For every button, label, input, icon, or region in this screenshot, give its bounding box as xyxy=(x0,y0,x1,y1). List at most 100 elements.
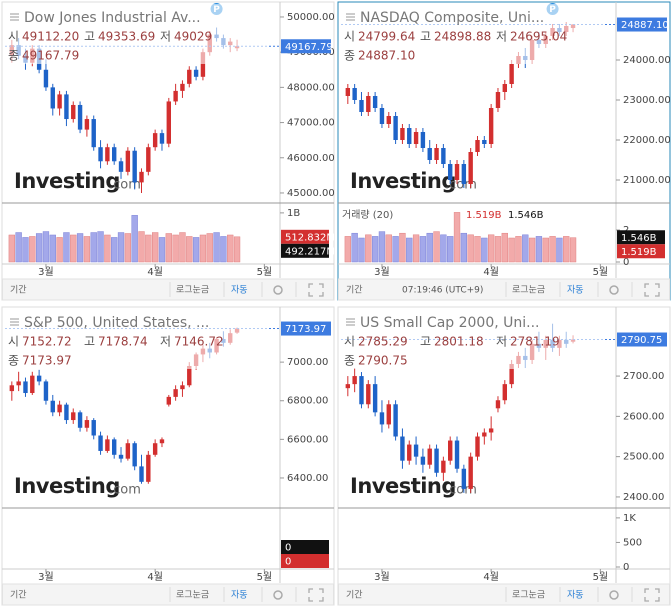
expand-icon[interactable] xyxy=(308,283,324,297)
candle-body xyxy=(427,448,432,465)
y-tick-label: 2600.00 xyxy=(623,411,664,422)
x-tick-label: 5월 xyxy=(593,571,609,583)
candle-body xyxy=(166,396,171,405)
last-price-box xyxy=(281,39,331,54)
candle-body xyxy=(132,150,137,183)
settings-icon[interactable] xyxy=(609,590,619,600)
candle-body xyxy=(441,148,446,164)
candle-body xyxy=(125,150,131,172)
candle-body xyxy=(159,133,165,144)
candle-body xyxy=(180,385,185,390)
footer-period[interactable]: 기간 xyxy=(10,590,27,601)
candle-body xyxy=(468,456,473,489)
candle-body xyxy=(50,400,55,413)
footer-period[interactable]: 기간 xyxy=(10,285,27,296)
volume-bar xyxy=(344,236,351,263)
ohlc-label: 종 xyxy=(8,354,19,368)
volume-bar xyxy=(49,234,56,263)
footer-period[interactable]: 기간 xyxy=(346,285,363,296)
volume-bar xyxy=(83,236,91,263)
candle-body xyxy=(98,147,103,162)
candle-body xyxy=(488,428,494,433)
volume-tick-label: 500 xyxy=(623,537,642,548)
volume-last-box xyxy=(281,540,329,554)
settings-icon[interactable] xyxy=(273,590,283,600)
volume-last-label: 0 xyxy=(285,557,291,568)
x-tick-label: 4월 xyxy=(483,571,499,583)
candle-body xyxy=(420,132,426,148)
candle-body xyxy=(77,104,83,130)
volume-bar xyxy=(63,232,70,263)
volume-tick-label: 1B xyxy=(287,208,300,219)
volume-title: 거래량 (20) xyxy=(342,209,393,221)
footer-log[interactable]: 로그눈금 xyxy=(176,285,209,296)
candle-body xyxy=(475,140,480,152)
ohlc-label: 저 xyxy=(496,335,507,349)
y-tick-label: 2400.00 xyxy=(623,492,664,503)
footer-log[interactable]: 로그눈금 xyxy=(176,590,209,601)
footer-log[interactable]: 로그눈금 xyxy=(512,285,545,296)
volume-bar xyxy=(522,234,529,263)
logo: Investing xyxy=(14,474,120,498)
candle-body xyxy=(502,84,507,92)
candle-body xyxy=(9,385,15,392)
footer-auto[interactable]: 자동 xyxy=(231,285,248,296)
footer-log[interactable]: 로그눈금 xyxy=(512,590,545,601)
header-bg xyxy=(3,309,269,369)
volume-bar xyxy=(35,233,43,263)
volume-bar xyxy=(76,233,84,263)
candle-body xyxy=(379,108,385,124)
candle-body xyxy=(173,90,178,102)
candle-body xyxy=(393,116,398,140)
volume-bar xyxy=(569,237,577,263)
candle-body xyxy=(379,412,385,425)
ohlc-value: 2801.18 xyxy=(434,335,484,349)
y-tick-label: 23000.00 xyxy=(623,95,671,106)
expand-icon[interactable] xyxy=(644,283,660,297)
candle-body xyxy=(434,148,439,160)
candle-body xyxy=(118,454,124,459)
volume-bar xyxy=(138,231,145,263)
footer-auto[interactable]: 자동 xyxy=(567,590,584,601)
volume-bar xyxy=(542,237,549,263)
volume-bar xyxy=(487,234,495,263)
candle-body xyxy=(105,147,110,162)
y-tick-label: 6800.00 xyxy=(287,396,328,407)
settings-icon[interactable] xyxy=(609,285,619,295)
expand-icon[interactable] xyxy=(644,588,660,602)
volume-bar xyxy=(556,237,563,263)
footer-auto[interactable]: 자동 xyxy=(567,285,584,296)
ohlc-value: 7178.74 xyxy=(98,335,148,349)
settings-icon[interactable] xyxy=(273,285,283,295)
candle-body xyxy=(441,460,446,473)
candle-body xyxy=(77,412,83,428)
volume-tick-label: 1K xyxy=(623,513,636,524)
logo: Investing xyxy=(14,169,120,193)
candle-body xyxy=(16,381,21,386)
ohlc-value: 7173.97 xyxy=(22,354,72,368)
volume-tick-label: 0 xyxy=(623,257,629,268)
volume-bar xyxy=(392,236,399,263)
candle-body xyxy=(468,152,473,184)
volume-bar xyxy=(145,234,152,263)
candle-body xyxy=(71,412,76,421)
candle-body xyxy=(112,147,117,162)
candle-body xyxy=(146,147,151,172)
volume-bar xyxy=(358,237,365,263)
candle-body xyxy=(359,376,364,405)
footer xyxy=(338,278,670,301)
candle-body xyxy=(166,101,171,144)
ohlc-value: 7152.72 xyxy=(22,335,72,349)
footer-auto[interactable]: 자동 xyxy=(231,590,248,601)
candle-body xyxy=(173,389,178,397)
volume-bar xyxy=(8,234,15,263)
expand-icon[interactable] xyxy=(308,588,324,602)
footer-period[interactable]: 기간 xyxy=(346,590,363,601)
candle-body xyxy=(461,164,467,184)
volume-bar xyxy=(131,215,138,263)
candle-body xyxy=(84,119,90,130)
candle-body xyxy=(352,376,357,385)
volume-bar xyxy=(213,232,220,263)
candle-body xyxy=(488,108,494,144)
ohlc-value: 7146.72 xyxy=(174,335,224,349)
